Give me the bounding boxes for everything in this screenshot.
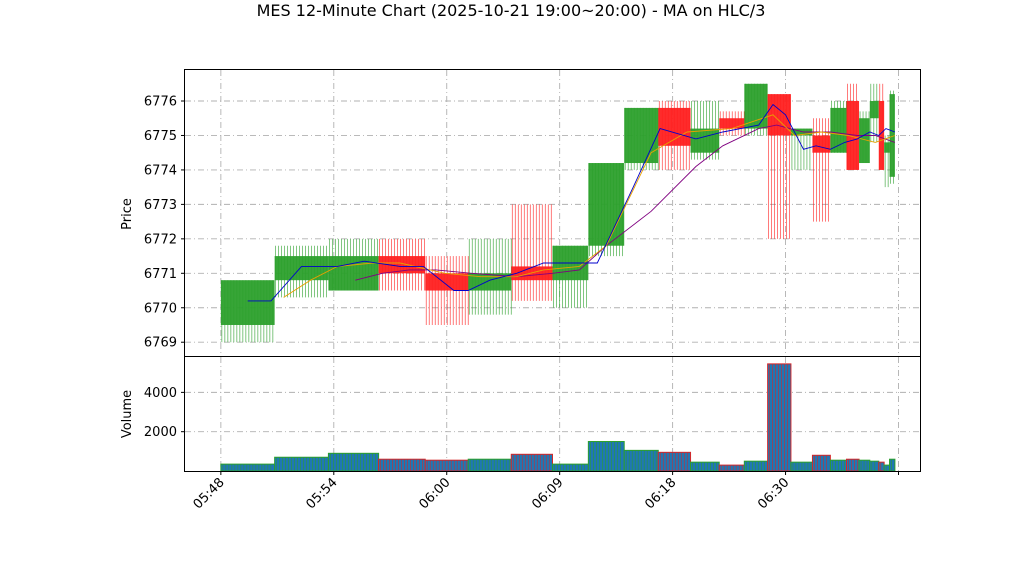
candle-body <box>690 128 720 153</box>
candle-body <box>812 135 831 153</box>
x-tick-label: 06:30 <box>755 475 792 512</box>
price-y-axis: 6769 6770 6771 6772 6773 6774 6775 6776 <box>144 95 185 351</box>
candle-body <box>846 101 860 170</box>
candle-body <box>884 142 890 153</box>
candle-body <box>658 107 691 146</box>
volume-bar <box>889 458 896 472</box>
volume-bar <box>858 459 871 472</box>
volume-panel-frame <box>184 356 921 472</box>
candle-down <box>878 83 885 170</box>
candle-body <box>378 256 426 274</box>
candle-body <box>425 273 469 291</box>
volume-bars <box>220 363 896 472</box>
x-tick-label: 06:09 <box>529 475 566 512</box>
candle-body <box>830 107 847 153</box>
volume-bar <box>327 452 380 472</box>
ma-fast-line <box>247 103 896 302</box>
volume-bar <box>552 463 589 472</box>
candle-body <box>889 94 895 177</box>
candle-up <box>624 107 659 170</box>
candle-up <box>859 111 870 164</box>
volume-bar <box>718 464 745 472</box>
volume-tick-label: 2000 <box>144 425 177 440</box>
volume-bar <box>467 458 512 472</box>
x-tick-label: 05:54 <box>304 475 341 512</box>
volume-bar <box>869 460 880 472</box>
moving-average-lines <box>247 103 896 302</box>
candle-up <box>588 163 625 257</box>
volume-bar <box>883 464 891 472</box>
candle-body <box>869 101 879 119</box>
x-axis: 05:48 05:54 06:00 06:09 06:18 06:30 <box>191 471 899 512</box>
price-tick-label: 6775 <box>144 129 177 144</box>
candle-down <box>658 101 691 170</box>
price-panel-frame <box>184 69 921 357</box>
ma-slow-line <box>355 124 896 281</box>
candle-body <box>588 163 625 246</box>
candle-body <box>274 256 329 281</box>
candle-down <box>425 256 469 325</box>
candle-body <box>744 83 768 129</box>
candle-up <box>552 245 589 308</box>
price-axis-label: Price <box>120 198 135 230</box>
price-tick-label: 6773 <box>144 198 177 213</box>
candle-up <box>274 245 329 298</box>
candle-down <box>378 238 426 291</box>
price-tick-label: 6771 <box>144 267 177 282</box>
candle-up <box>830 101 847 153</box>
volume-bar <box>587 441 625 472</box>
price-tick-label: 6774 <box>144 163 177 178</box>
candle-body <box>328 256 379 291</box>
candle-body <box>719 118 745 129</box>
volume-y-axis: 2000 4000 <box>144 386 185 440</box>
volume-bar <box>424 459 469 472</box>
x-tick-label: 06:00 <box>416 475 453 512</box>
candle-body <box>790 128 813 136</box>
price-tick-label: 6776 <box>144 95 177 110</box>
price-bars <box>220 83 895 343</box>
candle-body <box>859 118 870 164</box>
candle-down <box>719 111 745 136</box>
candle-up <box>884 135 890 188</box>
price-tick-label: 6772 <box>144 232 177 247</box>
x-tick-label: 05:48 <box>191 475 228 512</box>
candle-down <box>511 204 553 301</box>
candle-body <box>220 280 275 325</box>
candle-up <box>690 101 720 160</box>
price-grid <box>185 70 920 356</box>
candle-body <box>624 107 659 164</box>
volume-bar <box>878 461 885 472</box>
volume-tick-label: 4000 <box>144 386 177 401</box>
volume-bar <box>811 454 831 472</box>
candle-body <box>878 101 885 170</box>
price-tick-label: 6770 <box>144 301 177 316</box>
chart-title: MES 12-Minute Chart (2025-10-21 19:00~20… <box>257 1 766 20</box>
candle-up <box>220 280 275 343</box>
price-tick-label: 6769 <box>144 336 177 351</box>
volume-axis-label: Volume <box>120 390 135 438</box>
x-tick-label: 06:18 <box>642 475 679 512</box>
candle-down <box>846 83 860 170</box>
